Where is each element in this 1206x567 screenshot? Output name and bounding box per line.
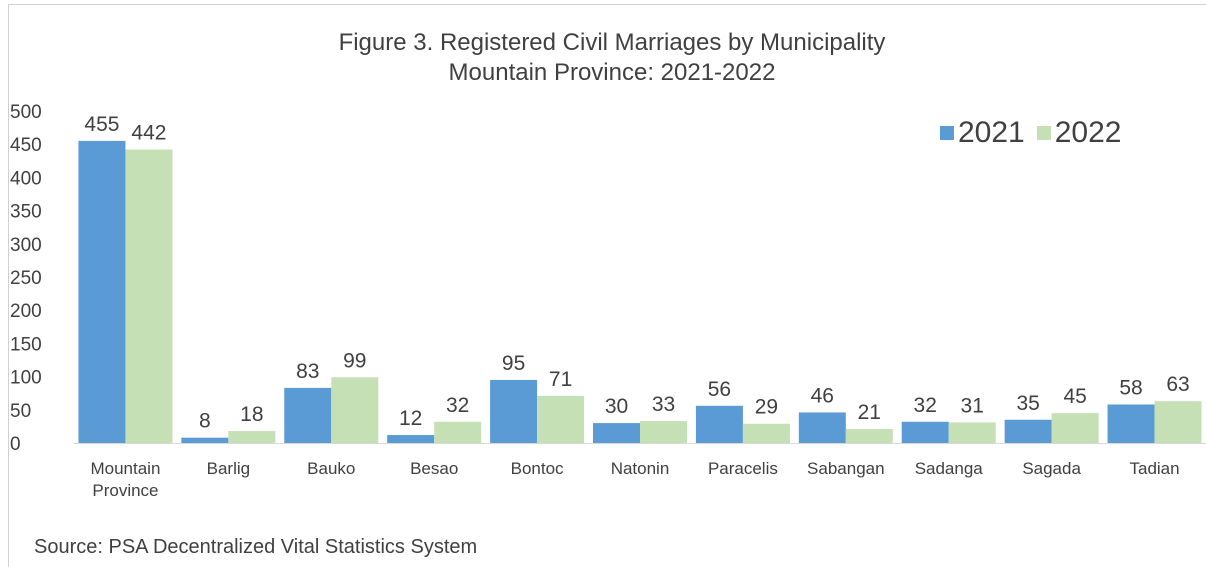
data-label-2022: 29 [755, 396, 778, 419]
bar-2022 [228, 431, 276, 443]
data-label-2021: 56 [708, 378, 731, 401]
legend-item-2021: 2021 [940, 116, 1025, 150]
x-tick-label: Natonin [611, 459, 670, 478]
bar-2021 [284, 387, 332, 443]
bar-2022 [125, 149, 173, 443]
bar-2022 [1154, 401, 1202, 443]
y-tick-label: 400 [10, 168, 42, 189]
bar-2022 [1051, 413, 1099, 443]
x-tick-label: Paracelis [708, 459, 778, 478]
x-tick-label: Tadian [1129, 459, 1179, 478]
bar-2021 [695, 405, 743, 443]
bar-2021 [1004, 419, 1052, 443]
bar-2021 [1107, 404, 1155, 443]
bar-2021 [490, 379, 538, 443]
bar-2021 [387, 435, 435, 443]
data-label-2021: 35 [1016, 392, 1039, 415]
x-tick-label: Barlig [207, 459, 250, 478]
y-tick-label: 250 [10, 268, 42, 289]
data-label-2021: 30 [605, 395, 628, 418]
bar-2021 [181, 437, 229, 443]
y-tick-label: 450 [10, 135, 42, 156]
y-tick-label: 300 [10, 235, 42, 256]
bar-2022 [742, 423, 790, 443]
legend-item-2022: 2022 [1036, 116, 1122, 150]
chart-title-line2: Mountain Province: 2021-2022 [448, 59, 776, 86]
y-tick-label: 200 [10, 301, 42, 322]
bar-2022 [434, 421, 482, 443]
data-label-2021: 95 [502, 352, 525, 375]
data-label-2021: 455 [84, 113, 119, 136]
y-tick-label: 50 [10, 401, 31, 422]
data-label-2022: 45 [1063, 385, 1086, 408]
x-tick-label: Besao [410, 459, 458, 478]
x-tick-label: Sabangan [807, 459, 885, 478]
data-label-2022: 63 [1166, 373, 1189, 396]
data-label-2021: 58 [1119, 376, 1142, 399]
bar-2022 [331, 377, 379, 443]
bar-2022 [537, 395, 585, 443]
chart-title: Figure 3. Registered Civil Marriages by … [0, 28, 1206, 88]
legend-swatch-2022 [1036, 126, 1051, 140]
y-tick-label: 0 [10, 434, 21, 455]
data-label-2021: 46 [811, 384, 834, 407]
data-label-2022: 31 [961, 394, 984, 417]
legend-label-2021: 2021 [958, 116, 1025, 149]
data-label-2022: 33 [652, 393, 675, 416]
x-tick-label: Sagada [1022, 459, 1081, 478]
x-tick-label: Sadanga [915, 459, 984, 478]
bar-2021 [798, 412, 846, 443]
data-label-2021: 32 [914, 394, 937, 417]
x-tick-label: Bauko [307, 459, 355, 478]
bar-2022 [640, 421, 687, 443]
chart-frame [8, 4, 1206, 567]
source-note: Source: PSA Decentralized Vital Statisti… [34, 536, 478, 558]
y-tick-label: 350 [10, 202, 42, 223]
legend-label-2022: 2022 [1054, 116, 1122, 149]
bar-2022 [948, 422, 996, 443]
data-label-2022: 71 [549, 368, 572, 391]
data-label-2022: 21 [858, 401, 881, 424]
bar-2021 [78, 140, 126, 443]
legend: 2021 2022 [940, 116, 1134, 150]
data-label-2022: 99 [343, 349, 366, 372]
data-label-2021: 12 [399, 407, 422, 430]
data-label-2021: 83 [296, 360, 319, 383]
data-label-2022: 442 [131, 122, 166, 145]
legend-swatch-2021 [940, 126, 954, 140]
bar-2022 [845, 429, 893, 443]
chart-title-line1: Figure 3. Registered Civil Marriages by … [338, 29, 886, 56]
y-tick-label: 500 [10, 102, 42, 123]
data-label-2021: 8 [199, 410, 211, 433]
x-tick-label: Bontoc [511, 459, 564, 478]
x-tick-label: Mountain [90, 459, 160, 478]
y-tick-label: 150 [10, 334, 42, 355]
y-tick-label: 100 [10, 368, 42, 389]
data-label-2022: 32 [446, 394, 469, 417]
data-label-2022: 18 [240, 403, 263, 426]
bar-2021 [901, 421, 949, 443]
x-tick-label: Province [92, 481, 158, 500]
bar-2021 [593, 423, 640, 443]
